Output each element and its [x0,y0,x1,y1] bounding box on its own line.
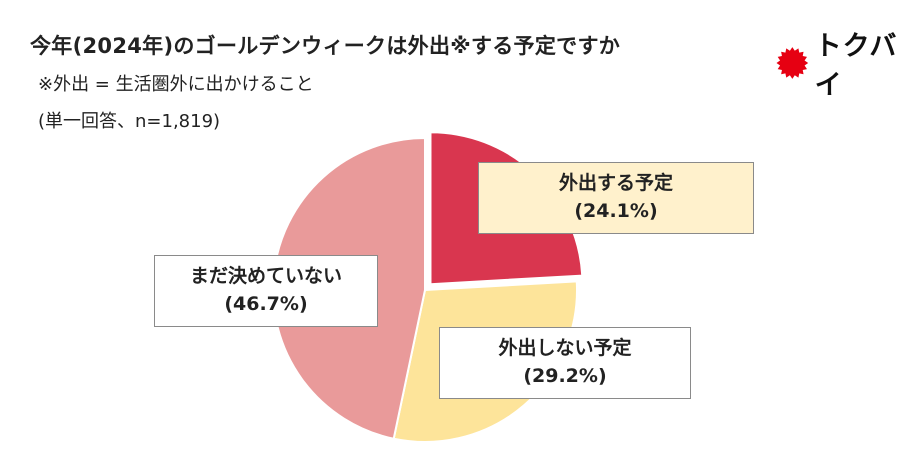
chart-subtitle: ※外出 = 生活圏外に出かけること [38,74,314,95]
slice-label-going-out: 外出する予定 [558,172,673,195]
logo-text: トクバイ [814,31,898,101]
slice-value-undecided: (46.7%) [224,293,308,315]
tokubai-logo: トクバイ [776,24,921,102]
slice-value-not-going-out: (29.2%) [523,365,607,387]
slice-label-box-not-going-out: 外出しない予定 (29.2%) [439,327,691,399]
slice-label-undecided: まだ決めていない [189,265,342,288]
sample-note: (単一回答、n=1,819) [38,111,221,132]
slice-label-not-going-out: 外出しない予定 [498,337,632,360]
chart-title: 今年(2024年)のゴールデンウィークは外出※する予定ですか [30,34,621,58]
red-burst-icon [776,47,809,79]
slice-label-box-undecided: まだ決めていない (46.7%) [154,255,378,327]
slice-label-box-going-out: 外出する予定 (24.1%) [478,162,754,234]
slice-value-going-out: (24.1%) [574,200,658,222]
